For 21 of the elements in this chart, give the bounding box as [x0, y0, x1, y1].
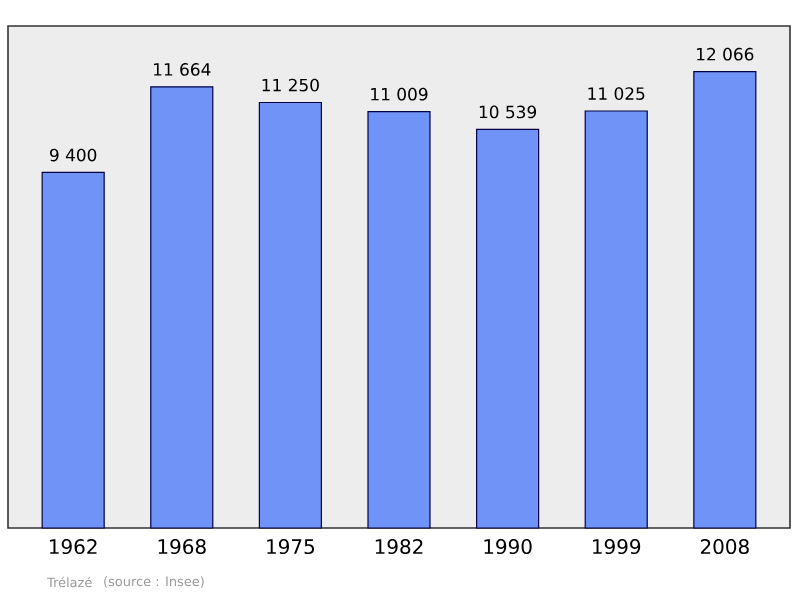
bar — [41, 171, 105, 529]
data-label: 12 066 — [697, 47, 754, 61]
x-tick-label: 2008 — [700, 539, 749, 555]
x-tick-label: 1968 — [158, 539, 206, 555]
data-label: 11 009 — [371, 87, 428, 101]
bar — [693, 71, 757, 529]
bar — [150, 86, 214, 529]
data-label: 11 025 — [588, 87, 645, 100]
data-label: 11 664 — [154, 63, 211, 76]
x-tick-label: 1975 — [267, 539, 314, 555]
x-tick-label: 1990 — [484, 539, 532, 555]
data-label: 10 539 — [479, 105, 537, 119]
x-tick-label: 1982 — [375, 539, 423, 555]
bar — [584, 110, 648, 529]
bar — [476, 128, 540, 529]
x-tick-label: 1962 — [50, 539, 97, 555]
x-tick-label: 1999 — [593, 539, 641, 555]
bar — [367, 111, 431, 529]
data-label: 11 250 — [262, 78, 319, 92]
data-label: 9 400 — [49, 148, 97, 162]
bar — [258, 101, 322, 529]
